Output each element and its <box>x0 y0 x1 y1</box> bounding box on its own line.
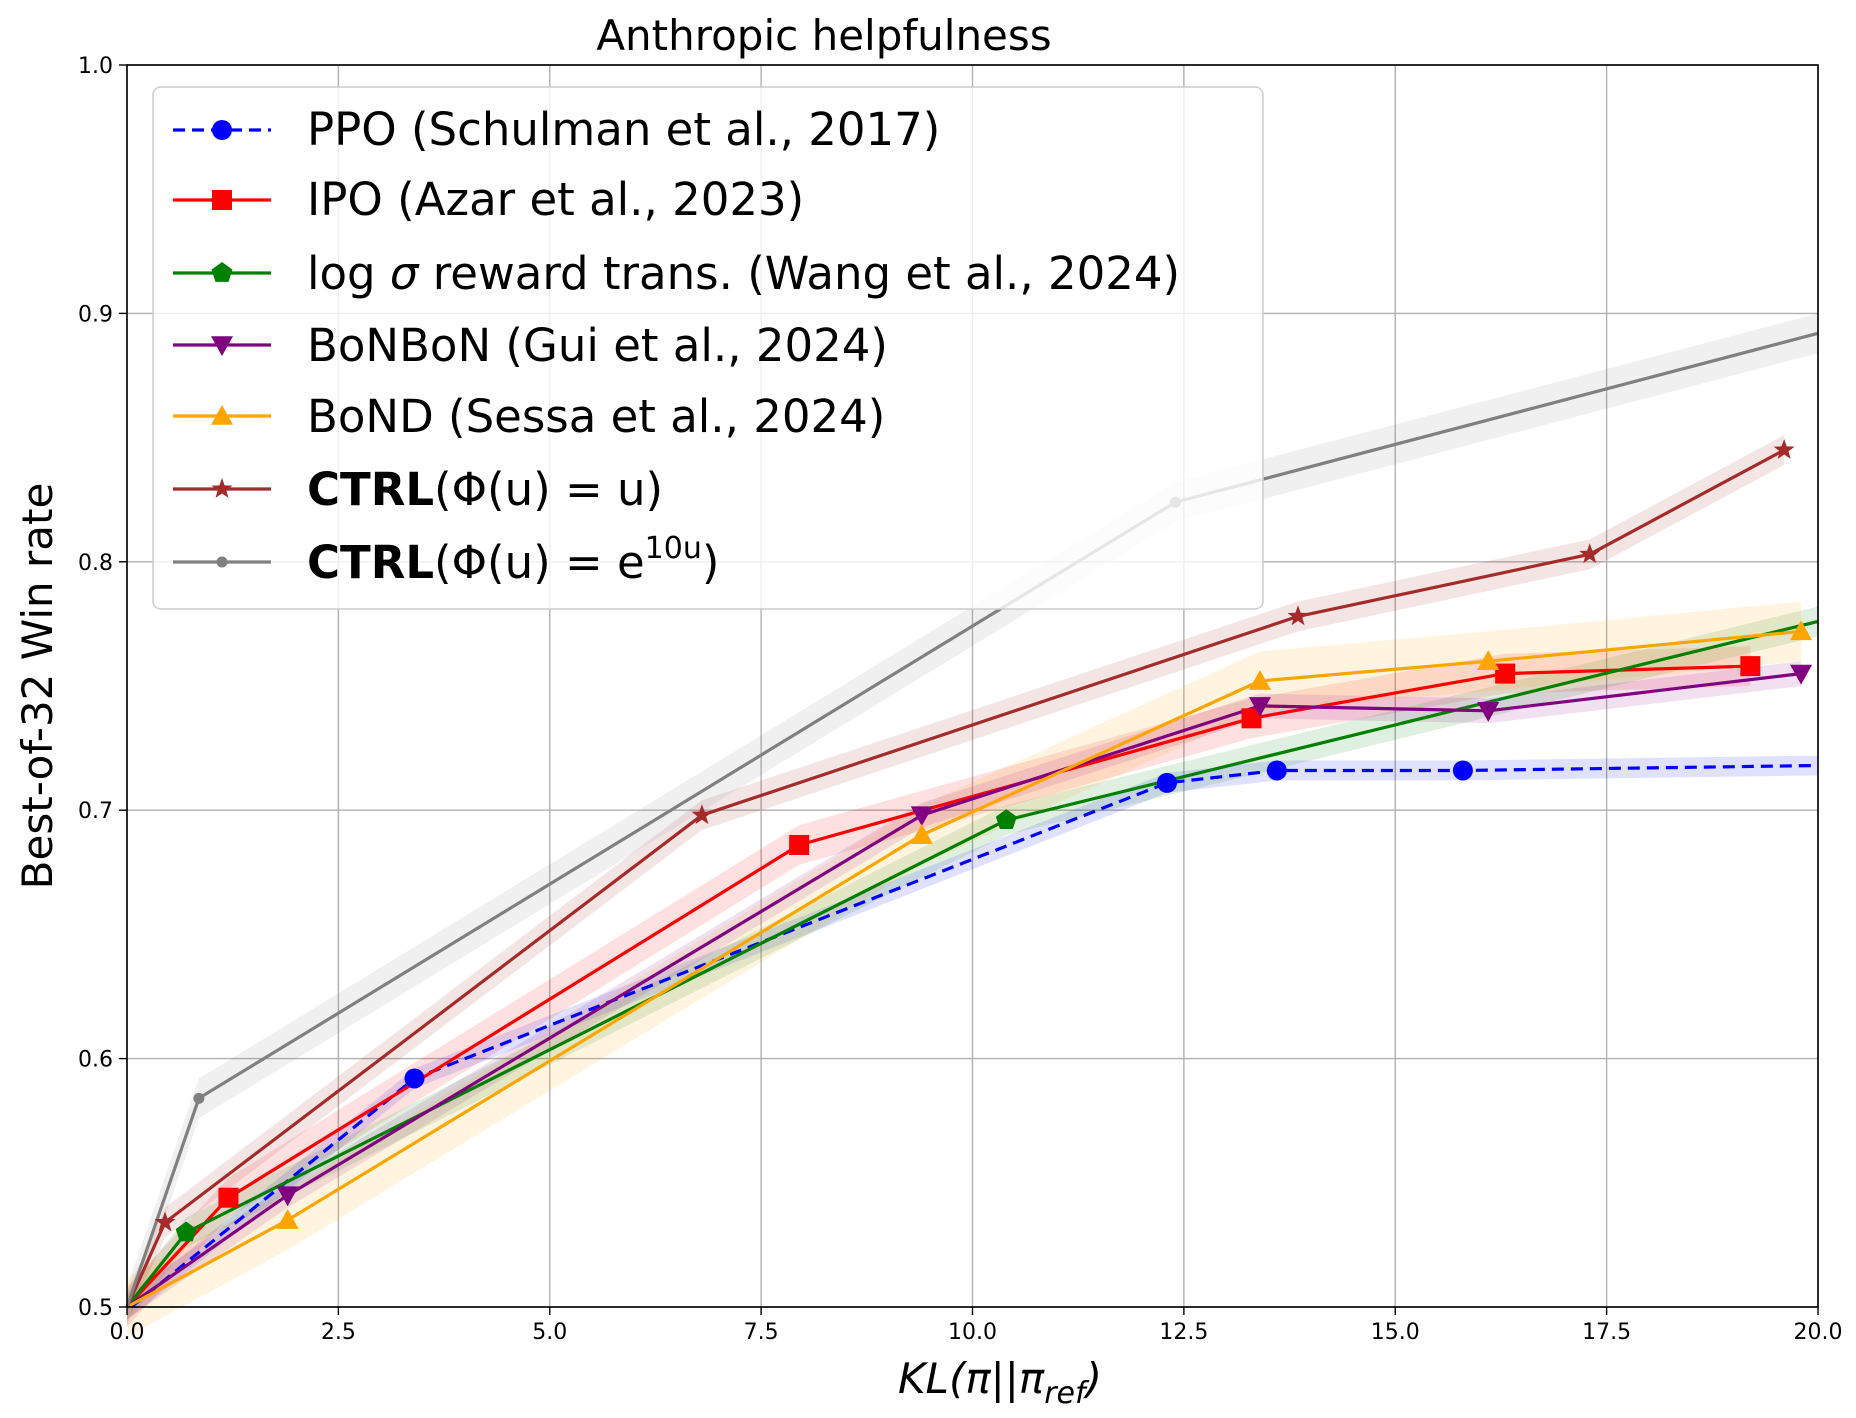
y-axis-label: Best-of-32 Win rate <box>13 483 62 890</box>
y-tick-label: 0.5 <box>78 1296 113 1321</box>
band-bonbon <box>127 661 1802 1320</box>
legend-label-ctrl-exp-rest: (Φ(u) = e <box>434 536 645 589</box>
legend: PPO (Schulman et al., 2017) IPO (Azar et… <box>152 86 1264 610</box>
marker-logsig <box>175 1221 197 1242</box>
y-tick-label: 0.7 <box>78 799 113 824</box>
band-bond <box>127 601 1802 1337</box>
x-axis-ticks: 0.0 2.5 5.0 7.5 10.0 12.5 15.0 17.5 20.0 <box>110 1307 1843 1345</box>
x-tick-label: 20.0 <box>1794 1320 1843 1345</box>
legend-label-ctrl-exp: CTRL(Φ(u) = e10u) <box>307 531 719 589</box>
x-tick-label: 10.0 <box>948 1320 997 1345</box>
marker-ppo <box>1452 760 1473 781</box>
legend-label-logsig: log σ reward trans. (Wang et al., 2024) <box>307 247 1180 300</box>
marker-ctrl_u <box>691 804 713 825</box>
marker-ipo <box>1740 656 1761 677</box>
legend-label-bond: BoND (Sessa et al., 2024) <box>307 390 885 443</box>
x-tick-label: 2.5 <box>321 1320 356 1345</box>
marker-bond <box>910 824 933 844</box>
x-axis-label: KL(π||πref) <box>898 1354 1102 1411</box>
legend-label-ctrl-exp-bold: CTRL <box>307 536 434 589</box>
legend-label-ctrl-exp-sup: 10u <box>645 531 702 566</box>
marker-ctrl_u <box>1287 605 1309 626</box>
line-ctrl_u <box>125 448 1785 1308</box>
legend-marker-ipo <box>212 190 232 210</box>
line-bonbon <box>126 672 1802 1309</box>
legend-label-logsig-symbol: σ <box>390 247 420 300</box>
legend-marker-ctrl_exp <box>216 556 228 568</box>
legend-box <box>152 86 1264 610</box>
x-tick-label: 0.0 <box>110 1320 145 1345</box>
legend-marker-bond <box>211 405 233 425</box>
marker-ctrl_exp <box>193 1092 205 1104</box>
marker-bond <box>1248 670 1271 690</box>
x-tick-label: 5.0 <box>532 1320 567 1345</box>
line-ctrl_exp <box>125 331 1819 1308</box>
y-axis-ticks: 0.5 0.6 0.7 0.8 0.9 1.0 <box>78 54 127 1321</box>
marker-logsig <box>995 809 1017 829</box>
legend-label-ipo: IPO (Azar et al., 2023) <box>307 173 804 226</box>
x-axis-label-subscript: ref <box>1044 1376 1090 1411</box>
legend-marker-ctrl_u <box>211 478 233 498</box>
legend-label-bonbon: BoNBoN (Gui et al., 2024) <box>307 319 888 372</box>
marker-ppo <box>404 1068 425 1089</box>
marker-ctrl_u <box>1773 439 1795 459</box>
x-axis-label-main: KL(π||π <box>898 1354 1045 1403</box>
line-ppo <box>130 763 1819 1309</box>
legend-label-ctrl-u: CTRL(Φ(u) = u) <box>307 463 663 516</box>
x-tick-label: 7.5 <box>744 1320 779 1345</box>
legend-label-ctrl-u-rest: (Φ(u) = u) <box>434 463 663 516</box>
x-axis-label-close: ) <box>1083 1354 1102 1403</box>
legend-marker-ppo <box>212 120 232 140</box>
legend-samples <box>173 120 271 568</box>
marker-ppo <box>1156 772 1177 793</box>
x-tick-label: 15.0 <box>1371 1320 1420 1345</box>
marker-ipo <box>1495 663 1516 684</box>
legend-label-ppo: PPO (Schulman et al., 2017) <box>307 103 940 156</box>
marker-ipo <box>218 1187 239 1208</box>
marker-ppo <box>1266 760 1287 781</box>
marker-ctrl_u <box>1579 543 1601 564</box>
marker-bonbon <box>276 1186 299 1207</box>
chart-title: Anthropic helpfulness <box>596 11 1051 60</box>
line-bond <box>126 629 1802 1309</box>
series-lines <box>125 331 1819 1309</box>
series-markers <box>154 439 1813 1242</box>
y-tick-label: 0.9 <box>78 302 113 327</box>
marker-bond <box>1477 650 1500 670</box>
confidence-bands <box>127 313 1819 1337</box>
legend-label-logsig-post: reward trans. (Wang et al., 2024) <box>418 247 1180 300</box>
band-ppo <box>131 755 1819 1317</box>
legend-marker-bonbon <box>211 336 233 356</box>
legend-marker-logsig <box>211 262 233 282</box>
legend-label-ctrl-exp-close: ) <box>702 536 720 589</box>
y-tick-label: 0.6 <box>78 1048 113 1073</box>
line-logsig <box>125 619 1819 1308</box>
marker-bond <box>1790 620 1813 641</box>
marker-bonbon <box>910 806 933 827</box>
marker-bond <box>276 1209 299 1229</box>
marker-bonbon <box>1248 697 1271 717</box>
marker-bonbon <box>1477 702 1500 722</box>
marker-ipo <box>789 834 810 855</box>
y-tick-label: 1.0 <box>78 54 113 79</box>
marker-ctrl_u <box>154 1211 176 1232</box>
marker-ipo <box>1241 708 1262 729</box>
x-tick-label: 17.5 <box>1582 1320 1631 1345</box>
y-tick-label: 0.8 <box>78 551 113 576</box>
x-tick-label: 12.5 <box>1159 1320 1208 1345</box>
marker-bonbon <box>1790 664 1813 685</box>
legend-label-logsig-pre: log <box>307 247 390 300</box>
legend-label-ctrl-u-bold: CTRL <box>307 463 434 516</box>
